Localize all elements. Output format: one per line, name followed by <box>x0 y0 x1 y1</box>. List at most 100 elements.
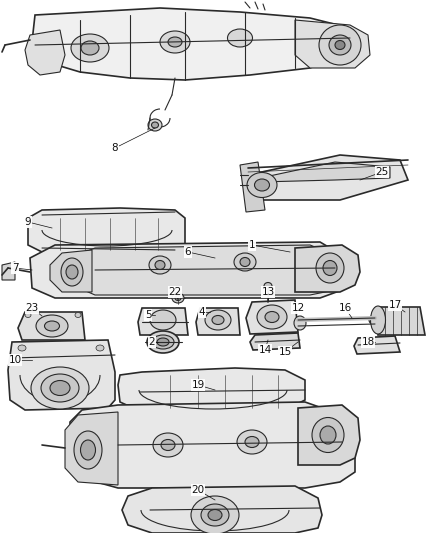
Text: 19: 19 <box>191 380 205 390</box>
Ellipse shape <box>152 335 174 349</box>
Polygon shape <box>260 162 390 182</box>
Ellipse shape <box>172 293 184 303</box>
Polygon shape <box>65 412 118 485</box>
Ellipse shape <box>81 41 99 55</box>
Ellipse shape <box>152 122 159 128</box>
Ellipse shape <box>208 510 222 521</box>
Text: 20: 20 <box>191 485 205 495</box>
Ellipse shape <box>240 257 250 266</box>
Polygon shape <box>32 8 350 80</box>
Text: 25: 25 <box>375 167 389 177</box>
Polygon shape <box>122 486 322 533</box>
Ellipse shape <box>312 417 344 453</box>
Polygon shape <box>138 308 188 335</box>
Polygon shape <box>295 20 370 68</box>
Ellipse shape <box>201 504 229 526</box>
Ellipse shape <box>175 295 181 301</box>
Polygon shape <box>70 402 355 488</box>
Ellipse shape <box>150 310 176 330</box>
Text: 23: 23 <box>25 303 39 313</box>
Ellipse shape <box>155 261 165 270</box>
Ellipse shape <box>81 440 95 460</box>
Ellipse shape <box>157 338 169 346</box>
Ellipse shape <box>75 312 81 318</box>
Ellipse shape <box>168 37 182 47</box>
Ellipse shape <box>227 29 252 47</box>
Ellipse shape <box>36 315 68 337</box>
Polygon shape <box>8 340 115 410</box>
Polygon shape <box>50 250 92 292</box>
Polygon shape <box>240 162 265 212</box>
Ellipse shape <box>245 437 259 448</box>
Text: 15: 15 <box>279 347 292 357</box>
Polygon shape <box>18 312 85 340</box>
Ellipse shape <box>147 331 179 353</box>
Ellipse shape <box>50 381 70 395</box>
Text: 17: 17 <box>389 300 402 310</box>
Ellipse shape <box>160 31 190 53</box>
Ellipse shape <box>191 496 239 533</box>
Ellipse shape <box>212 316 224 325</box>
Ellipse shape <box>329 35 351 55</box>
Text: 7: 7 <box>12 263 18 273</box>
Ellipse shape <box>71 34 109 62</box>
Polygon shape <box>298 405 360 465</box>
Ellipse shape <box>247 173 277 198</box>
Ellipse shape <box>320 426 336 444</box>
Ellipse shape <box>61 258 83 286</box>
Ellipse shape <box>234 253 256 271</box>
Polygon shape <box>196 308 240 335</box>
Text: 14: 14 <box>258 345 272 355</box>
Ellipse shape <box>257 305 287 329</box>
Ellipse shape <box>316 253 344 283</box>
Ellipse shape <box>41 374 79 402</box>
Text: 8: 8 <box>112 143 118 153</box>
Polygon shape <box>118 368 305 415</box>
Ellipse shape <box>264 282 272 289</box>
Polygon shape <box>2 262 15 280</box>
Text: 22: 22 <box>168 287 182 297</box>
Ellipse shape <box>205 310 231 330</box>
Polygon shape <box>354 336 400 354</box>
Ellipse shape <box>371 306 385 334</box>
Ellipse shape <box>237 430 267 454</box>
Text: 18: 18 <box>361 337 374 347</box>
Ellipse shape <box>369 315 381 325</box>
Ellipse shape <box>153 433 183 457</box>
Ellipse shape <box>294 316 306 330</box>
Polygon shape <box>248 155 408 200</box>
Text: 4: 4 <box>199 307 205 317</box>
Text: 2: 2 <box>148 337 155 347</box>
Polygon shape <box>378 307 425 335</box>
Ellipse shape <box>319 25 361 65</box>
Ellipse shape <box>323 261 337 276</box>
Text: 10: 10 <box>8 355 21 365</box>
Ellipse shape <box>25 312 31 318</box>
Polygon shape <box>28 208 185 255</box>
Polygon shape <box>70 245 335 295</box>
Ellipse shape <box>265 311 279 322</box>
Ellipse shape <box>18 345 26 351</box>
Ellipse shape <box>149 256 171 274</box>
Ellipse shape <box>254 179 269 191</box>
Text: 1: 1 <box>249 240 255 250</box>
Ellipse shape <box>74 431 102 469</box>
Ellipse shape <box>66 265 78 279</box>
Text: 12: 12 <box>291 303 304 313</box>
Text: 9: 9 <box>25 217 31 227</box>
Polygon shape <box>25 30 65 75</box>
Ellipse shape <box>161 440 175 450</box>
Text: 5: 5 <box>145 310 151 320</box>
Ellipse shape <box>96 345 104 351</box>
Ellipse shape <box>31 367 89 409</box>
Text: 6: 6 <box>185 247 191 257</box>
Text: 13: 13 <box>261 287 275 297</box>
Ellipse shape <box>45 321 60 331</box>
Text: 16: 16 <box>339 303 352 313</box>
Polygon shape <box>30 242 342 298</box>
Polygon shape <box>295 245 360 292</box>
Polygon shape <box>250 333 300 350</box>
Polygon shape <box>246 300 298 334</box>
Ellipse shape <box>335 41 345 50</box>
Ellipse shape <box>148 119 162 131</box>
